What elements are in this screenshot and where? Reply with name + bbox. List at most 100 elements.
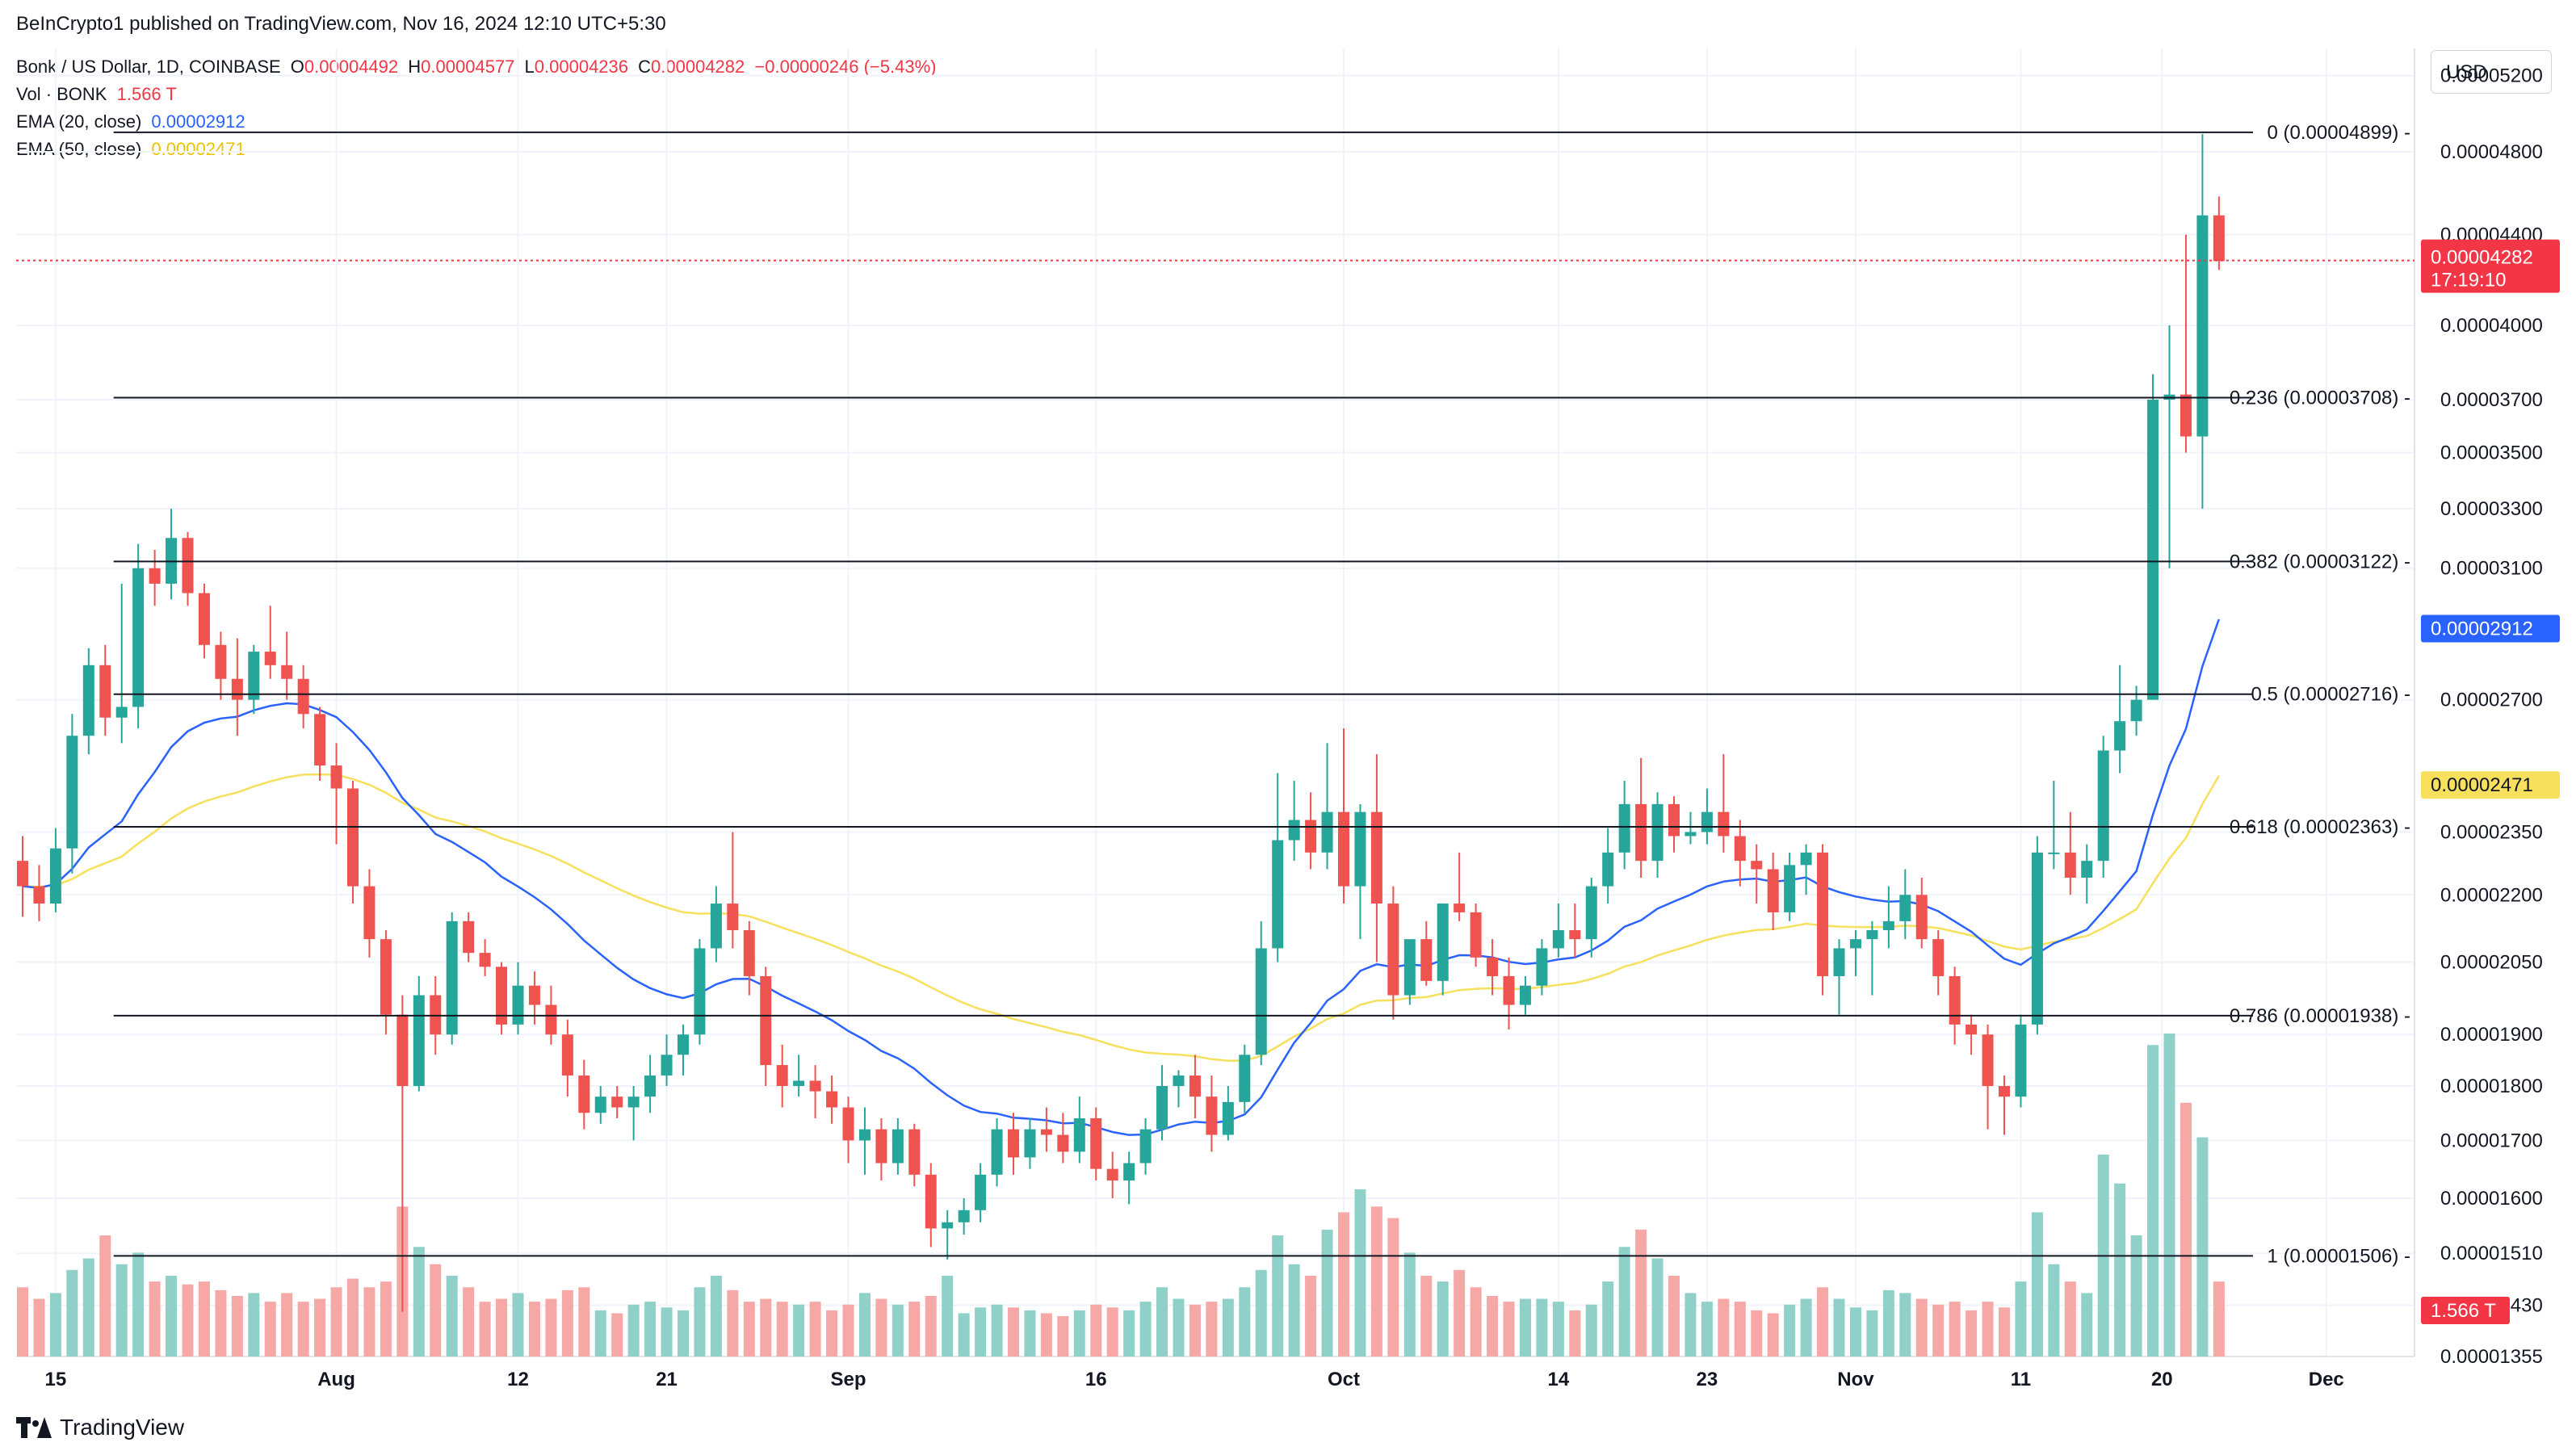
- candle-body[interactable]: [1173, 1075, 1185, 1086]
- candle-body[interactable]: [1255, 948, 1267, 1055]
- candle-body[interactable]: [776, 1065, 788, 1086]
- candle-body[interactable]: [297, 678, 309, 715]
- candle-body[interactable]: [1288, 820, 1300, 841]
- candle-body[interactable]: [875, 1129, 887, 1164]
- candle-body[interactable]: [314, 714, 326, 766]
- candle-body[interactable]: [1387, 904, 1399, 996]
- candle-body[interactable]: [1569, 929, 1581, 940]
- ema50-label[interactable]: EMA (50, close): [16, 139, 142, 159]
- candle-body[interactable]: [132, 568, 145, 707]
- candle-body[interactable]: [760, 975, 772, 1066]
- candle-body[interactable]: [809, 1080, 821, 1092]
- volume-label[interactable]: Vol · BONK: [16, 84, 107, 104]
- candle-body[interactable]: [793, 1080, 805, 1086]
- candle-body[interactable]: [1800, 852, 1812, 866]
- candle-body[interactable]: [446, 920, 458, 1035]
- candle-body[interactable]: [1272, 840, 1284, 949]
- candle-body[interactable]: [1833, 948, 1845, 976]
- candle-body[interactable]: [2031, 852, 2043, 1025]
- symbol-name[interactable]: Bonk / US Dollar, 1D, COINBASE: [16, 57, 281, 77]
- ema20-label[interactable]: EMA (20, close): [16, 111, 142, 132]
- candle-body[interactable]: [826, 1091, 838, 1108]
- candle-body[interactable]: [2081, 861, 2093, 878]
- candle-body[interactable]: [1123, 1163, 1135, 1181]
- candle-body[interactable]: [1239, 1055, 1251, 1102]
- candle-body[interactable]: [2180, 394, 2192, 437]
- candle-body[interactable]: [248, 652, 260, 700]
- candle-body[interactable]: [49, 848, 61, 904]
- tradingview-logo[interactable]: TradingView: [16, 1415, 184, 1440]
- candle-body[interactable]: [1403, 939, 1416, 996]
- candle-body[interactable]: [1370, 811, 1382, 904]
- candle-body[interactable]: [496, 967, 508, 1025]
- candle-body[interactable]: [1338, 811, 1349, 887]
- candle-body[interactable]: [363, 886, 375, 940]
- candle-body[interactable]: [1966, 1024, 1978, 1035]
- candle-body[interactable]: [115, 707, 128, 718]
- candle-body[interactable]: [1982, 1034, 1994, 1086]
- candle-body[interactable]: [892, 1129, 904, 1164]
- candle-body[interactable]: [561, 1034, 573, 1076]
- candle-body[interactable]: [1206, 1096, 1218, 1135]
- candle-body[interactable]: [661, 1055, 673, 1076]
- candle-body[interactable]: [2064, 852, 2076, 878]
- candle-body[interactable]: [1057, 1134, 1069, 1152]
- currency-button[interactable]: USD: [2431, 50, 2552, 94]
- candle-body[interactable]: [33, 886, 45, 904]
- candle-body[interactable]: [1552, 929, 1564, 949]
- candle-body[interactable]: [991, 1129, 1003, 1175]
- candle-body[interactable]: [1437, 904, 1449, 981]
- candle-body[interactable]: [1420, 939, 1433, 981]
- candle-body[interactable]: [149, 568, 161, 584]
- candle-body[interactable]: [942, 1222, 954, 1229]
- candle-body[interactable]: [627, 1096, 640, 1108]
- candle-body[interactable]: [82, 665, 94, 736]
- candle-body[interactable]: [2114, 721, 2126, 751]
- candle-body[interactable]: [1668, 803, 1680, 837]
- candle-body[interactable]: [1915, 895, 1928, 940]
- candle-body[interactable]: [264, 652, 276, 665]
- candle-body[interactable]: [1932, 939, 1945, 976]
- candle-body[interactable]: [1949, 975, 1961, 1025]
- candle-body[interactable]: [1156, 1085, 1168, 1130]
- candle-body[interactable]: [2147, 400, 2159, 700]
- candle-body[interactable]: [1882, 920, 1894, 930]
- candle-body[interactable]: [380, 939, 392, 1015]
- candle-body[interactable]: [2097, 750, 2109, 862]
- candle-body[interactable]: [66, 736, 78, 849]
- candle-body[interactable]: [1899, 895, 1911, 921]
- candle-body[interactable]: [1222, 1101, 1234, 1135]
- candle-body[interactable]: [1503, 975, 1515, 1005]
- candle-body[interactable]: [1734, 836, 1746, 862]
- candle-body[interactable]: [678, 1034, 689, 1055]
- candle-body[interactable]: [1999, 1085, 2010, 1097]
- candle-body[interactable]: [1454, 904, 1466, 912]
- candle-body[interactable]: [1008, 1129, 1019, 1158]
- candle-body[interactable]: [1487, 957, 1499, 976]
- candle-body[interactable]: [1024, 1129, 1036, 1158]
- candle-body[interactable]: [644, 1075, 657, 1097]
- candle-body[interactable]: [710, 904, 722, 949]
- candle-body[interactable]: [611, 1096, 623, 1108]
- candle-body[interactable]: [694, 948, 706, 1035]
- candle-body[interactable]: [975, 1174, 987, 1210]
- candle-body[interactable]: [99, 665, 111, 718]
- candle-body[interactable]: [727, 904, 739, 930]
- candle-body[interactable]: [743, 929, 755, 976]
- candle-body[interactable]: [1040, 1129, 1052, 1135]
- candle-body[interactable]: [1321, 811, 1333, 853]
- candle-body[interactable]: [1866, 929, 1878, 940]
- candle-body[interactable]: [1817, 852, 1829, 976]
- candle-body[interactable]: [2130, 699, 2142, 722]
- candle-body[interactable]: [1618, 803, 1630, 853]
- candle-body[interactable]: [1784, 865, 1796, 912]
- candle-body[interactable]: [231, 678, 243, 700]
- candle-body[interactable]: [1751, 861, 1763, 870]
- candle-body[interactable]: [1189, 1075, 1201, 1097]
- candle-body[interactable]: [215, 644, 227, 679]
- candle-body[interactable]: [281, 665, 293, 679]
- candle-body[interactable]: [182, 538, 194, 593]
- candle-body[interactable]: [528, 985, 540, 1005]
- candle-body[interactable]: [2213, 215, 2225, 262]
